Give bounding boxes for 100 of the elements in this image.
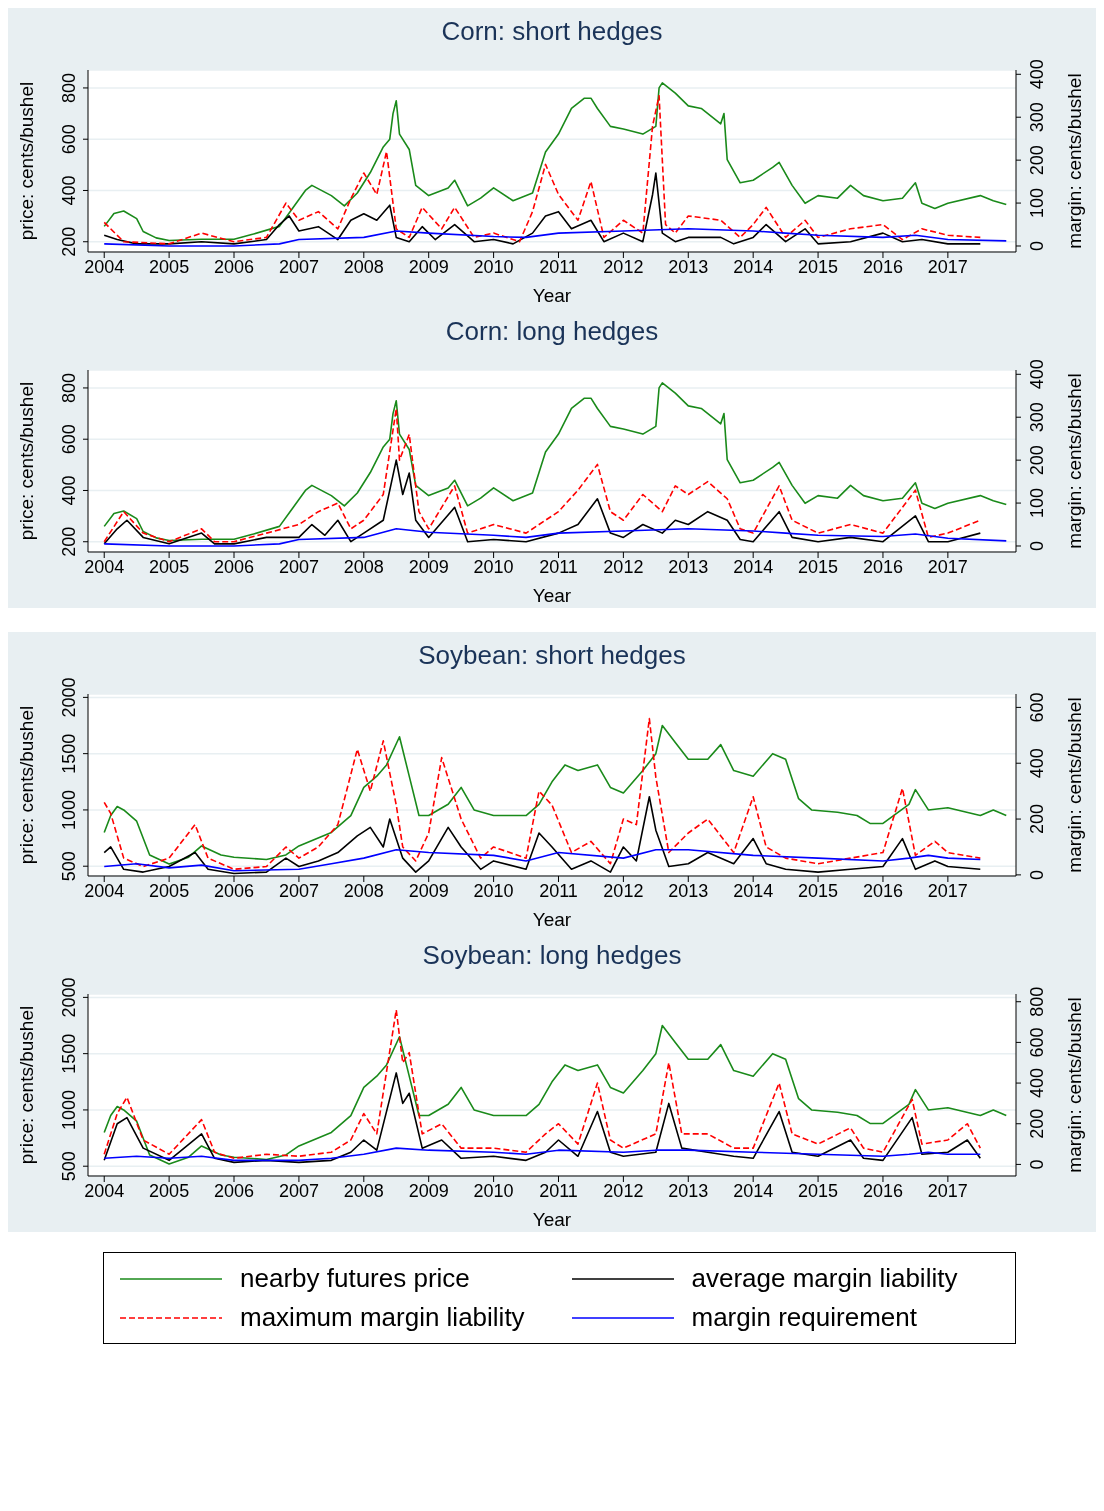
x-tick-label: 2017 xyxy=(927,256,968,277)
y2-tick-label: 200 xyxy=(1027,445,1047,476)
x-tick-label: 2015 xyxy=(798,1180,839,1201)
x-tick-label: 2012 xyxy=(603,256,644,277)
x-tick-label: 2006 xyxy=(213,880,255,901)
y-tick-label: 200 xyxy=(59,226,79,257)
legend-label: nearby futures price xyxy=(240,1263,470,1294)
x-tick-label: 2005 xyxy=(149,880,190,901)
line-series xyxy=(103,1072,982,1164)
y2-tick-label: 0 xyxy=(1027,869,1047,880)
x-tick-label: 2015 xyxy=(798,556,839,577)
y-tick-label: 600 xyxy=(59,424,79,455)
x-tick-label: 2011 xyxy=(539,880,578,901)
x-axis-title: Year xyxy=(532,585,572,606)
x-tick-label: 2005 xyxy=(149,556,190,577)
y-tick-label: 1000 xyxy=(59,1089,79,1130)
y2-tick-label: 100 xyxy=(1027,488,1047,519)
line-series xyxy=(103,1147,982,1162)
y2-tick-label: 0 xyxy=(1027,540,1047,551)
line-series xyxy=(103,172,982,245)
y-tick-label: 500 xyxy=(59,1151,79,1182)
x-tick-label: 2004 xyxy=(84,256,125,277)
x-tick-label: 2014 xyxy=(733,1180,774,1201)
x-tick-label: 2015 xyxy=(798,880,839,901)
y-tick-label: 1500 xyxy=(59,733,79,774)
x-tick-label: 2011 xyxy=(539,1180,578,1201)
y2-tick-label: 400 xyxy=(1027,1068,1047,1099)
y2-tick-label: 400 xyxy=(1027,748,1047,779)
x-tick-label: 2016 xyxy=(862,1180,903,1201)
y2-tick-label: 100 xyxy=(1027,188,1047,219)
x-axis-title: Year xyxy=(532,285,572,306)
x-tick-label: 2017 xyxy=(927,880,968,901)
x-tick-label: 2009 xyxy=(408,556,449,577)
x-tick-label: 2005 xyxy=(149,1180,190,1201)
y2-tick-label: 200 xyxy=(1027,1108,1047,1139)
x-tick-label: 2010 xyxy=(473,256,514,277)
y2-tick-label: 800 xyxy=(1027,986,1047,1017)
y-tick-label: 400 xyxy=(59,475,79,506)
x-tick-label: 2014 xyxy=(733,880,774,901)
line-series xyxy=(103,528,1008,547)
x-tick-label: 2008 xyxy=(343,1180,384,1201)
x-tick-label: 2013 xyxy=(668,880,709,901)
y-tick-label: 1000 xyxy=(59,789,79,830)
x-tick-label: 2012 xyxy=(603,880,644,901)
x-tick-label: 2011 xyxy=(539,256,578,277)
y2-tick-label: 400 xyxy=(1027,359,1047,390)
x-axis-title: Year xyxy=(532,1209,572,1230)
y-tick-label: 200 xyxy=(59,526,79,557)
legend-label: margin requirement xyxy=(691,1302,917,1333)
y-tick-label: 2000 xyxy=(59,977,79,1018)
x-tick-label: 2010 xyxy=(473,556,514,577)
chart-title: Corn: long hedges xyxy=(444,316,660,346)
x-tick-label: 2016 xyxy=(862,880,903,901)
y2-tick-label: 300 xyxy=(1027,102,1047,133)
y-tick-label: 600 xyxy=(59,124,79,155)
y-tick-label: 400 xyxy=(59,175,79,206)
x-tick-label: 2006 xyxy=(213,556,255,577)
y-axis-title: price: cents/bushel xyxy=(15,705,37,865)
x-tick-label: 2016 xyxy=(862,556,903,577)
x-tick-label: 2006 xyxy=(213,1180,255,1201)
y2-tick-label: 400 xyxy=(1027,59,1047,90)
x-tick-label: 2008 xyxy=(343,256,384,277)
legend-label: maximum margin liability xyxy=(240,1302,525,1333)
x-tick-label: 2009 xyxy=(408,1180,449,1201)
y-tick-label: 800 xyxy=(59,372,79,403)
x-tick-label: 2016 xyxy=(862,256,903,277)
x-tick-label: 2007 xyxy=(278,256,319,277)
y2-axis-title: margin: cents/bushel xyxy=(1063,997,1085,1173)
x-tick-label: 2012 xyxy=(603,556,644,577)
y2-tick-label: 200 xyxy=(1027,804,1047,835)
line-series xyxy=(103,1024,1008,1165)
y-tick-label: 500 xyxy=(59,851,79,882)
y2-axis-title: margin: cents/bushel xyxy=(1063,373,1085,549)
line-series xyxy=(103,459,982,545)
y-tick-label: 1500 xyxy=(59,1033,79,1074)
x-tick-label: 2007 xyxy=(278,880,319,901)
y-tick-label: 800 xyxy=(59,72,79,103)
x-tick-label: 2007 xyxy=(278,1180,319,1201)
y-tick-label: 2000 xyxy=(59,677,79,718)
y2-tick-label: 600 xyxy=(1027,1027,1047,1058)
y-axis-title: price: cents/bushel xyxy=(15,1005,37,1165)
x-tick-label: 2013 xyxy=(668,556,709,577)
x-tick-label: 2013 xyxy=(668,1180,709,1201)
x-tick-label: 2010 xyxy=(473,880,514,901)
x-tick-label: 2005 xyxy=(149,256,190,277)
line-series xyxy=(103,848,982,872)
chart-title: Soybean: long hedges xyxy=(421,940,683,970)
y2-tick-label: 200 xyxy=(1027,145,1047,176)
y2-tick-label: 300 xyxy=(1027,402,1047,433)
x-tick-label: 2015 xyxy=(798,256,839,277)
line-series xyxy=(103,1009,982,1160)
x-axis-title: Year xyxy=(532,909,572,930)
x-tick-label: 2004 xyxy=(84,1180,125,1201)
x-tick-label: 2008 xyxy=(343,880,384,901)
x-tick-label: 2012 xyxy=(603,1180,644,1201)
x-tick-label: 2009 xyxy=(408,256,449,277)
line-series xyxy=(103,228,1008,247)
line-series xyxy=(103,382,1008,542)
y2-tick-label: 0 xyxy=(1027,240,1047,251)
y-axis-title: price: cents/bushel xyxy=(15,81,37,241)
